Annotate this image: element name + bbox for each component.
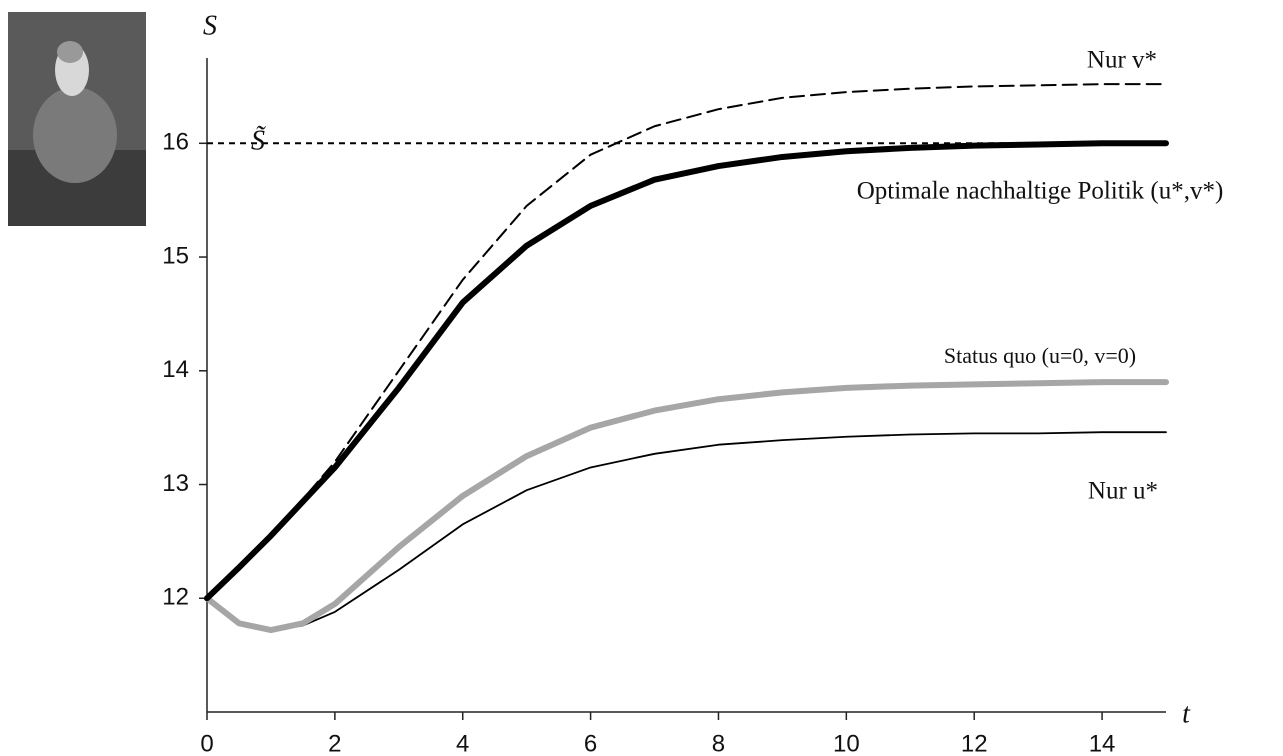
series-label: Optimale nachhaltige Politik (u*,v*) — [857, 178, 1224, 205]
y-tick-label: 12 — [162, 584, 189, 611]
series-line — [206, 83, 1167, 600]
y-tick-label: 13 — [162, 470, 189, 497]
x-tick-label: 8 — [712, 730, 725, 756]
series-label: Nur u* — [1088, 478, 1158, 505]
y-tick-label: 14 — [162, 356, 189, 383]
series-label: Status quo (u=0, v=0) — [944, 343, 1136, 368]
x-tick-label: 6 — [584, 730, 597, 756]
y-tick-label: 16 — [162, 129, 189, 156]
series-line — [206, 431, 1167, 632]
series-label: Nur v* — [1087, 47, 1157, 74]
y-tick-label: 15 — [162, 242, 189, 269]
x-tick-label: 0 — [200, 730, 213, 756]
y-axis-label: S — [203, 10, 217, 41]
series-line — [204, 379, 1169, 634]
x-tick-label: 10 — [833, 730, 860, 756]
x-tick-label: 14 — [1089, 730, 1116, 756]
reference-label: S̃ — [251, 126, 267, 157]
x-tick-label: 4 — [456, 730, 469, 756]
x-tick-label: 12 — [961, 730, 988, 756]
x-tick-label: 2 — [328, 730, 341, 756]
bird-photo — [8, 12, 146, 226]
series-line — [204, 140, 1169, 602]
x-axis-label: t — [1182, 698, 1191, 729]
